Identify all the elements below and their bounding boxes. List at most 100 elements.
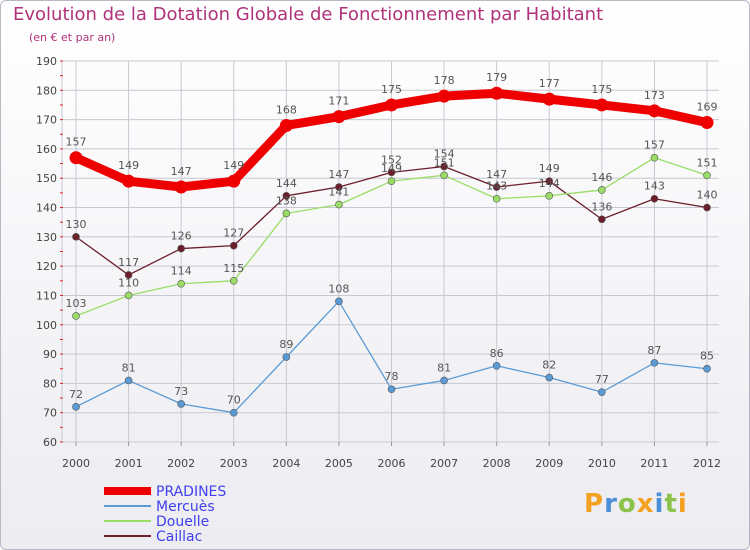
logo-letter: o (617, 489, 637, 519)
data-label-douelle: 144 (539, 177, 560, 190)
data-label-mercus: 89 (279, 338, 293, 351)
data-point-caillac (650, 194, 659, 203)
data-label-caillac: 152 (381, 153, 402, 166)
data-point-pradines (437, 89, 451, 103)
data-label-mercus: 70 (227, 394, 241, 407)
data-point-pradines (332, 110, 346, 124)
data-label-douelle: 103 (66, 297, 87, 310)
proxiti-logo: Proxiti (584, 489, 688, 519)
data-point-caillac (440, 162, 448, 171)
x-tick-label: 2012 (693, 457, 721, 470)
data-label-douelle: 141 (328, 186, 349, 199)
data-point-mercus (72, 403, 80, 411)
data-label-douelle: 114 (171, 265, 192, 278)
data-label-mercus: 81 (437, 361, 451, 374)
data-point-pradines (69, 151, 83, 165)
data-label-mercus: 73 (174, 385, 188, 398)
data-point-douelle (124, 291, 133, 300)
data-point-mercus (387, 385, 396, 394)
data-label-douelle: 143 (486, 180, 507, 193)
y-tick-label: 60 (43, 436, 57, 449)
data-label-pradines: 147 (171, 165, 192, 178)
data-label-pradines: 173 (644, 89, 665, 102)
data-point-mercus (335, 297, 343, 306)
x-tick-label: 2003 (220, 457, 248, 470)
data-label-pradines: 177 (539, 77, 560, 90)
data-point-douelle (598, 186, 606, 194)
x-tick-label: 2010 (588, 457, 616, 470)
y-tick-label: 70 (43, 407, 57, 420)
data-point-caillac (282, 192, 291, 200)
data-label-mercus: 81 (122, 361, 136, 374)
legend-label: PRADINES (156, 484, 226, 500)
data-label-caillac: 126 (171, 230, 192, 243)
data-point-douelle (545, 192, 554, 200)
x-tick-label: 2008 (483, 457, 511, 470)
data-point-caillac (124, 271, 133, 279)
data-label-pradines: 168 (276, 103, 297, 116)
data-label-caillac: 140 (697, 189, 718, 202)
y-tick-label: 140 (36, 202, 57, 215)
data-label-mercus: 77 (595, 373, 609, 386)
logo-letter: P (584, 489, 605, 519)
y-tick-label: 80 (43, 377, 57, 390)
data-point-douelle (440, 171, 448, 180)
data-point-mercus (177, 400, 185, 408)
x-tick-label: 2005 (325, 457, 353, 470)
data-label-pradines: 175 (381, 83, 402, 96)
logo-letter: t (664, 489, 678, 519)
data-point-douelle (282, 209, 291, 218)
y-tick-label: 150 (36, 172, 57, 185)
data-point-douelle (650, 153, 659, 162)
data-label-caillac: 147 (486, 168, 507, 181)
data-label-mercus: 85 (700, 350, 714, 363)
y-tick-label: 90 (43, 348, 57, 361)
data-label-douelle: 110 (118, 276, 139, 289)
logo-letter: i (677, 489, 688, 519)
data-label-caillac: 127 (223, 227, 244, 240)
y-tick-label: 170 (36, 114, 57, 127)
y-tick-label: 130 (36, 231, 57, 244)
data-label-mercus: 87 (647, 344, 661, 357)
data-point-pradines (122, 174, 136, 188)
x-tick-label: 2001 (115, 457, 143, 470)
data-point-pradines (647, 104, 661, 118)
y-tick-label: 180 (36, 84, 57, 97)
x-tick-label: 2009 (535, 457, 563, 470)
y-tick-label: 190 (36, 55, 57, 68)
data-point-pradines (542, 92, 556, 106)
data-point-mercus (545, 373, 554, 382)
data-point-douelle (387, 177, 396, 185)
data-label-pradines: 175 (591, 83, 612, 96)
data-label-pradines: 169 (697, 101, 718, 114)
legend-label: Caillac (156, 529, 202, 545)
data-label-douelle: 138 (276, 194, 297, 207)
data-point-mercus (703, 364, 711, 373)
data-point-mercus (598, 388, 606, 396)
y-tick-label: 100 (36, 319, 57, 332)
data-label-pradines: 171 (328, 95, 349, 108)
data-point-mercus (282, 353, 291, 361)
data-point-pradines (174, 180, 188, 194)
data-label-mercus: 72 (69, 388, 83, 401)
y-tick-label: 160 (36, 143, 57, 156)
data-label-pradines: 149 (223, 159, 244, 172)
data-label-mercus: 78 (385, 370, 399, 383)
legend-label: Mercuès (156, 499, 215, 515)
data-point-caillac (492, 183, 501, 191)
data-label-mercus: 86 (490, 347, 504, 360)
data-label-douelle: 149 (381, 162, 402, 175)
data-label-caillac: 147 (328, 168, 349, 181)
chart-title: Evolution de la Dotation Globale de Fonc… (13, 4, 604, 25)
data-point-caillac (387, 168, 396, 177)
data-label-caillac: 144 (276, 177, 297, 190)
data-point-caillac (335, 183, 343, 191)
data-point-caillac (545, 177, 554, 185)
data-point-douelle (229, 277, 238, 285)
data-label-pradines: 179 (486, 71, 507, 84)
data-point-mercus (124, 376, 133, 385)
x-tick-label: 2007 (430, 457, 458, 470)
y-tick-label: 110 (36, 289, 57, 302)
data-label-pradines: 178 (434, 74, 455, 87)
